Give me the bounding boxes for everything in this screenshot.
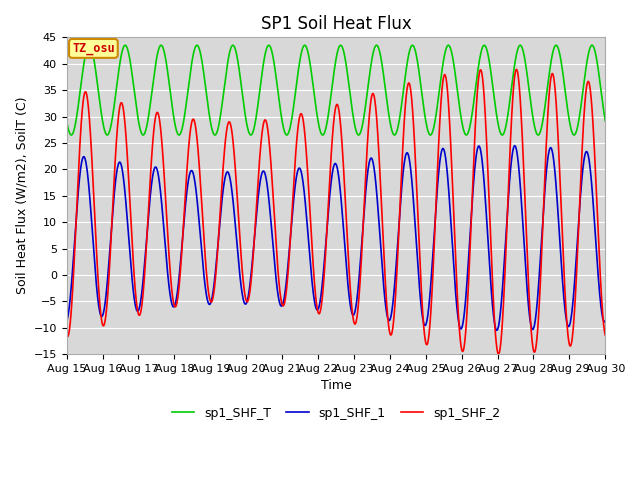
sp1_SHF_2: [602, 332, 609, 337]
sp1_SHF_1: [178, 241, 186, 247]
sp1_SHF_1: [398, 184, 406, 190]
sp1_SHF_2: [178, 245, 186, 251]
sp1_SHF_T: [388, 130, 396, 135]
Legend: sp1_SHF_T, sp1_SHF_1, sp1_SHF_2: sp1_SHF_T, sp1_SHF_1, sp1_SHF_2: [166, 402, 506, 424]
Line: sp1_SHF_2: sp1_SHF_2: [67, 70, 605, 354]
sp1_SHF_T: [398, 98, 406, 104]
Title: SP1 Soil Heat Flux: SP1 Soil Heat Flux: [260, 15, 412, 33]
sp1_SHF_1: [493, 327, 500, 333]
sp1_SHF_1: [388, 305, 396, 311]
sp1_SHF_T: [602, 118, 609, 124]
Line: sp1_SHF_1: sp1_SHF_1: [67, 146, 605, 330]
sp1_SHF_T: [63, 118, 70, 124]
sp1_SHF_1: [550, 164, 558, 170]
sp1_SHF_2: [213, 256, 221, 262]
sp1_SHF_1: [63, 318, 70, 324]
sp1_SHF_1: [602, 318, 609, 324]
sp1_SHF_1: [213, 252, 221, 257]
sp1_SHF_1: [602, 318, 609, 324]
sp1_SHF_T: [67, 132, 75, 138]
X-axis label: Time: Time: [321, 379, 351, 392]
sp1_SHF_T: [179, 125, 186, 131]
Text: TZ_osu: TZ_osu: [72, 42, 115, 55]
sp1_SHF_2: [513, 67, 520, 72]
sp1_SHF_2: [495, 351, 502, 357]
sp1_SHF_T: [550, 44, 558, 50]
sp1_SHF_2: [398, 165, 406, 171]
Line: sp1_SHF_T: sp1_SHF_T: [67, 45, 605, 135]
sp1_SHF_T: [85, 42, 93, 48]
sp1_SHF_2: [602, 333, 609, 338]
Y-axis label: Soil Heat Flux (W/m2), SoilT (C): Soil Heat Flux (W/m2), SoilT (C): [15, 97, 28, 294]
sp1_SHF_1: [511, 143, 518, 149]
sp1_SHF_2: [388, 328, 396, 334]
sp1_SHF_T: [214, 128, 221, 134]
sp1_SHF_T: [602, 117, 609, 123]
sp1_SHF_2: [550, 80, 558, 85]
sp1_SHF_2: [63, 333, 70, 338]
